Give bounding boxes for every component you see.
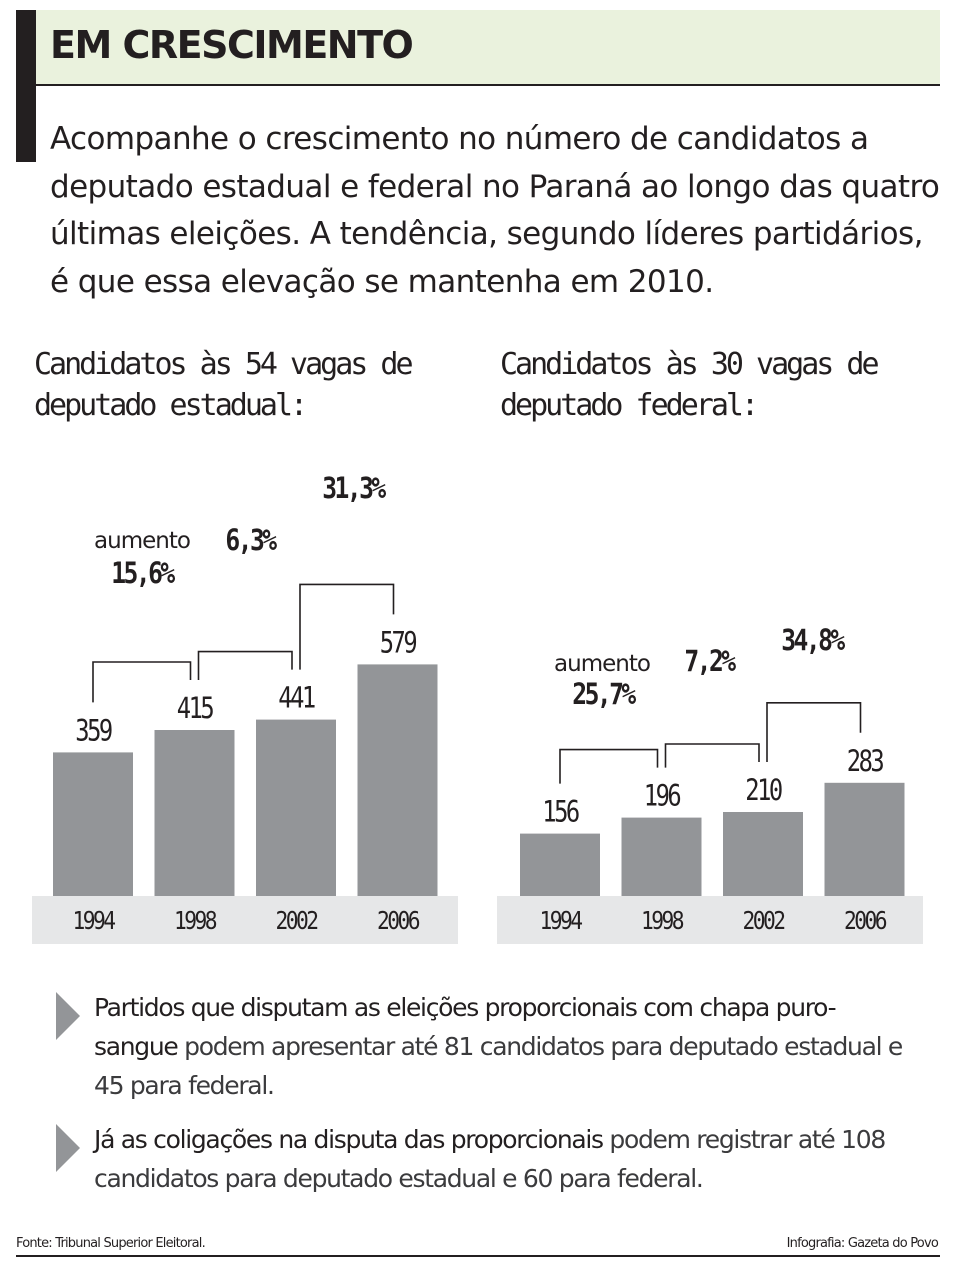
bar-1994 — [53, 752, 133, 896]
charts-canvas: 359 1994 415 1998 441 2002 579 2006 aumento 15,6%… — [32, 472, 923, 944]
bar-1994 — [520, 833, 600, 896]
increase-connector — [92, 661, 192, 703]
increase-connector — [766, 702, 862, 762]
increase-label: 25,7% — [572, 678, 637, 711]
data-label-1994: 156 — [542, 795, 579, 829]
note-text: podem apresentar até 81 candidatos para … — [94, 1032, 903, 1100]
note-strong-text: Partidos que disputam as eleições propor… — [94, 993, 837, 1061]
bar-1998 — [154, 730, 235, 896]
increase-label: 34,8% — [781, 624, 846, 657]
data-label-2006: 579 — [380, 626, 417, 660]
footer-source: Fonte: Tribunal Superior Eleitoral. — [16, 1236, 206, 1251]
chart-title-estadual: Candidatos às 54 vagas de deputado estad… — [34, 347, 414, 423]
x-tick-label-2002: 2002 — [276, 906, 318, 935]
note-strong-text: Já as coligações na disputa das proporci… — [94, 1125, 604, 1154]
increase-label: 6,3% — [225, 524, 277, 557]
increase-label: 31,3% — [322, 472, 387, 505]
notes-list: Partidos que disputam as eleições propor… — [52, 988, 912, 1198]
x-tick-label-1994: 1994 — [73, 906, 116, 935]
footer-divider — [16, 1255, 940, 1257]
triangle-bullet-icon — [56, 1124, 80, 1172]
triangle-bullet-icon — [56, 992, 80, 1040]
increase-prefix-label: aumento — [94, 528, 190, 554]
intro-text: Acompanhe o crescimento no número de can… — [50, 121, 940, 300]
x-axis-band — [497, 896, 923, 944]
footer-credit: Infografia: Gazeta do Povo — [786, 1236, 939, 1251]
page-title: EM CRESCIMENTO — [50, 23, 414, 67]
header-accent-bar — [16, 10, 36, 162]
note-item: Partidos que disputam as eleições propor… — [52, 988, 912, 1105]
increase-connector — [664, 743, 760, 768]
x-tick-label-1998: 1998 — [174, 906, 217, 935]
note-text: podem registrar até 108 candidatos para … — [94, 1125, 886, 1193]
bar-2002 — [256, 719, 336, 896]
increase-label: 15,6% — [111, 557, 176, 590]
chart-title-federal: Candidatos às 30 vagas de deputado feder… — [500, 347, 880, 423]
x-tick-label-2006: 2006 — [844, 906, 887, 935]
data-label-1994: 359 — [75, 714, 112, 748]
increase-connector — [559, 748, 659, 784]
note-item: Já as coligações na disputa das proporci… — [52, 1120, 912, 1198]
data-label-2002: 441 — [278, 681, 315, 715]
data-label-2006: 283 — [847, 745, 883, 779]
x-tick-label-2006: 2006 — [377, 906, 420, 935]
bar-1998 — [621, 817, 702, 896]
increase-prefix-label: aumento — [554, 651, 650, 677]
x-tick-label-2002: 2002 — [743, 906, 785, 935]
data-label-1998: 196 — [644, 779, 681, 813]
x-axis-band — [32, 896, 458, 944]
bar-2006 — [824, 782, 905, 896]
increase-label: 7,2% — [684, 645, 736, 678]
increase-connector — [299, 583, 395, 670]
x-tick-label-1998: 1998 — [641, 906, 684, 935]
data-label-1998: 415 — [177, 692, 213, 726]
bar-2002 — [723, 812, 803, 896]
increase-connector — [197, 650, 293, 680]
data-label-2002: 210 — [745, 774, 782, 808]
header-box — [36, 10, 940, 86]
bar-2006 — [357, 664, 438, 896]
x-tick-label-1994: 1994 — [540, 906, 583, 935]
